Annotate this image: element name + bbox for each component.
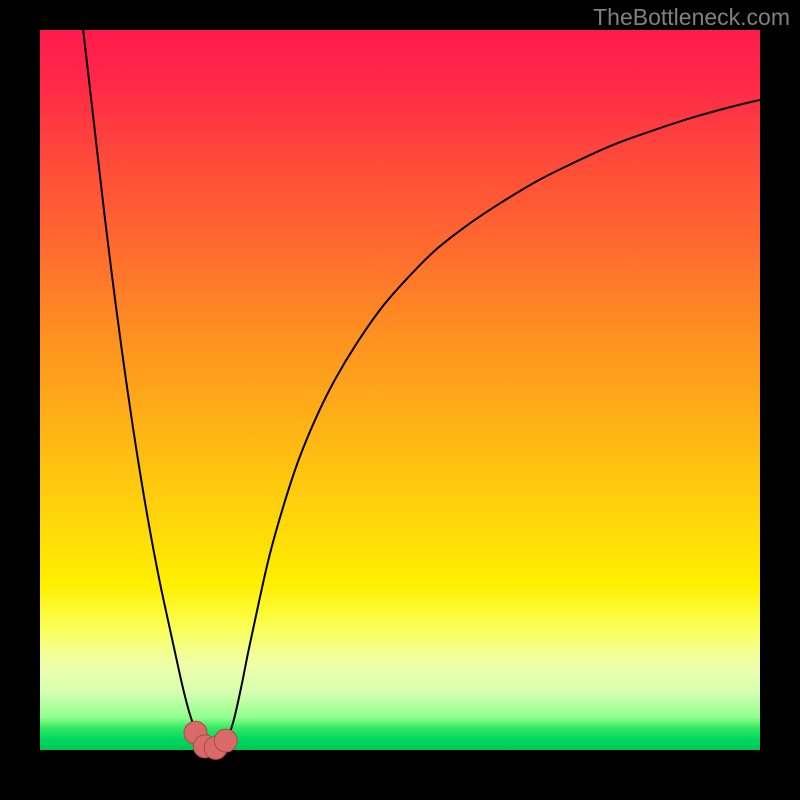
watermark-text: TheBottleneck.com bbox=[593, 4, 790, 31]
curve-marker bbox=[214, 729, 237, 752]
chart-svg bbox=[0, 0, 800, 800]
chart-container: TheBottleneck.com bbox=[0, 0, 800, 800]
plot-area bbox=[40, 30, 760, 750]
